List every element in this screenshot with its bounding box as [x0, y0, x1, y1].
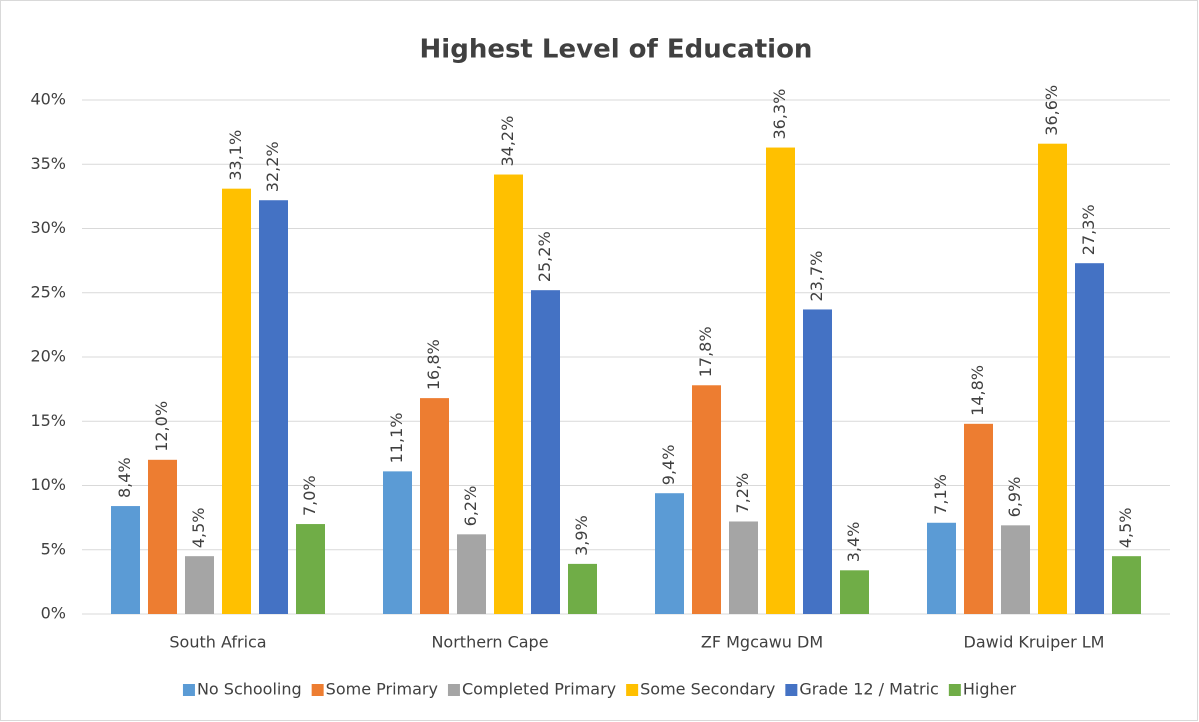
y-tick-label: 20% [30, 347, 66, 366]
data-label: 3,4% [844, 522, 863, 563]
data-label: 4,5% [189, 508, 208, 549]
bar [927, 522, 956, 614]
bar [222, 188, 251, 615]
bar [383, 471, 412, 614]
bar [766, 147, 795, 615]
legend-swatch [311, 684, 324, 696]
data-label: 7,2% [733, 473, 752, 514]
bar [840, 570, 869, 614]
x-tick-label: Dawid Kruiper LM [964, 633, 1105, 652]
data-label: 25,2% [535, 231, 554, 282]
legend-label: Some Secondary [640, 680, 775, 699]
legend-swatch [182, 684, 195, 696]
bar [531, 290, 560, 614]
y-tick-label: 30% [30, 218, 66, 237]
data-label: 7,0% [300, 475, 319, 516]
data-label: 36,6% [1042, 85, 1061, 136]
legend-swatch [447, 684, 460, 696]
x-tick-label: Northern Cape [431, 633, 548, 652]
data-label: 14,8% [968, 365, 987, 416]
data-label: 36,3% [770, 89, 789, 140]
y-tick-label: 5% [41, 539, 66, 558]
data-label: 33,1% [226, 130, 245, 181]
y-tick-label: 25% [30, 282, 66, 301]
data-label: 32,2% [263, 141, 282, 192]
bar [1038, 143, 1067, 614]
x-tick-label: South Africa [169, 633, 266, 652]
chart-title: Highest Level of Education [420, 35, 813, 65]
bar [494, 174, 523, 614]
data-label: 8,4% [115, 457, 134, 498]
legend-label: Grade 12 / Matric [799, 680, 939, 699]
bar [185, 556, 214, 614]
data-label: 7,1% [931, 474, 950, 515]
y-tick-label: 35% [30, 154, 66, 173]
legend-swatch [626, 684, 639, 696]
bar [296, 524, 325, 614]
y-tick-label: 15% [30, 411, 66, 430]
y-tick-label: 0% [41, 604, 66, 623]
data-label: 3,9% [572, 515, 591, 556]
legend-label: Some Primary [326, 680, 438, 699]
data-label: 23,7% [807, 251, 826, 302]
legend-swatch [948, 684, 961, 696]
legend-label: No Schooling [197, 680, 302, 699]
data-label: 17,8% [696, 326, 715, 377]
data-label: 4,5% [1116, 508, 1135, 549]
data-label: 16,8% [424, 339, 443, 390]
data-label: 6,9% [1005, 477, 1024, 518]
x-tick-label: ZF Mgcawu DM [701, 633, 823, 652]
legend-label: Completed Primary [462, 680, 616, 699]
bar [692, 385, 721, 614]
y-tick-label: 40% [30, 90, 66, 109]
data-label: 6,2% [461, 486, 480, 527]
legend-swatch [785, 684, 798, 696]
bar [729, 521, 758, 614]
bar [1112, 556, 1141, 614]
bar [1075, 263, 1104, 614]
y-tick-label: 10% [30, 475, 66, 494]
bar [420, 398, 449, 614]
bar [964, 423, 993, 614]
legend: No Schooling Some Primary Completed Primar… [182, 680, 1017, 699]
data-label: 27,3% [1079, 204, 1098, 255]
bar [148, 459, 177, 614]
legend-label: Higher [963, 680, 1017, 699]
bar [111, 506, 140, 614]
data-label: 9,4% [659, 445, 678, 486]
bar [568, 563, 597, 614]
data-label: 34,2% [498, 116, 517, 167]
bar [457, 534, 486, 614]
data-label: 12,0% [152, 401, 171, 452]
bar [259, 200, 288, 615]
bar [655, 493, 684, 614]
data-label: 11,1% [387, 413, 406, 464]
bar [803, 309, 832, 614]
bar [1001, 525, 1030, 614]
